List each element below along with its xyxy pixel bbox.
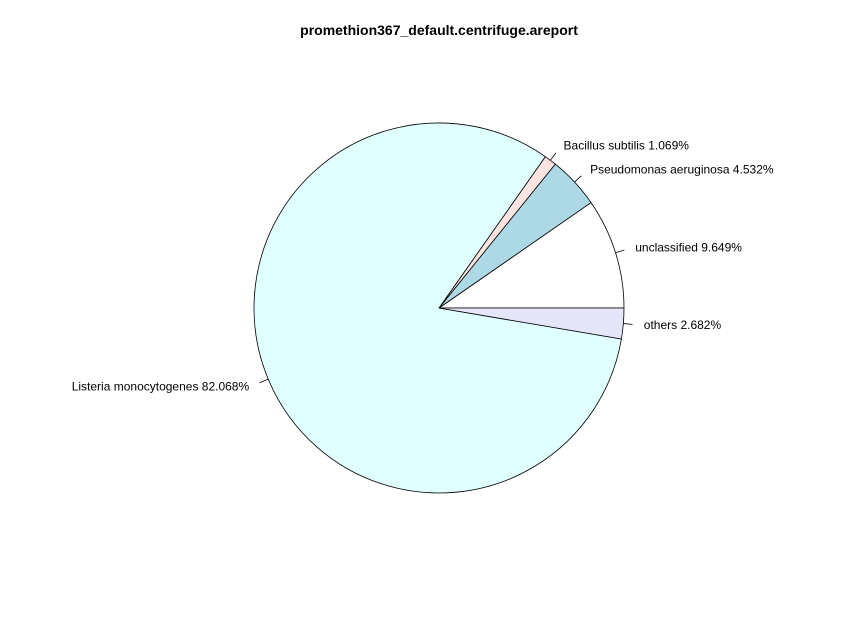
- slice-label-unclassified: unclassified 9.649%: [635, 240, 742, 254]
- slice-tick-pseudomonas-aeruginosa: [574, 175, 582, 183]
- slice-label-bacillus-subtilis: Bacillus subtilis 1.069%: [564, 139, 690, 153]
- slice-label-pseudomonas-aeruginosa: Pseudomonas aeruginosa 4.532%: [590, 162, 774, 176]
- slice-labels: unclassified 9.649% Pseudomonas aeruginos…: [72, 139, 774, 394]
- pie-slices: [253, 122, 625, 494]
- slice-tick-bacillus-subtilis: [550, 152, 557, 161]
- slice-label-others: others 2.682%: [644, 318, 722, 332]
- chart-title: promethion367_default.centrifuge.areport: [300, 22, 578, 38]
- slice-label-listeria-monocytogenes: Listeria monocytogenes 82.068%: [72, 379, 250, 393]
- slice-tick-unclassified: [615, 249, 625, 254]
- slice-label-ticks: [259, 152, 633, 384]
- pie-slice-unclassified: [438, 202, 625, 309]
- slice-tick-others: [623, 323, 633, 325]
- pie-slice-listeria-monocytogenes: [253, 122, 622, 494]
- slice-tick-listeria-monocytogenes: [259, 378, 269, 384]
